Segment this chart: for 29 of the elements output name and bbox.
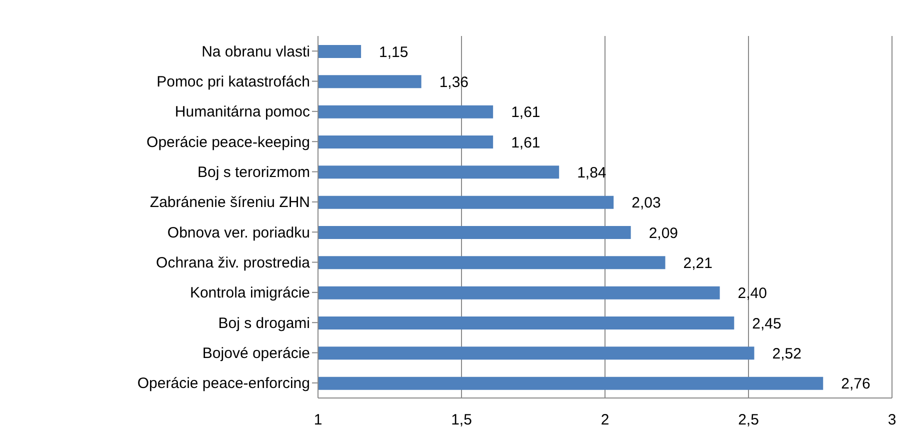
x-tick-label: 1,5 [451, 412, 472, 429]
x-tick-label: 2 [600, 412, 610, 429]
data-label: 2,45 [752, 315, 782, 332]
y-tick-label: Humanitárna pomoc [174, 104, 310, 121]
y-tick-label: Ochrana živ. prostredia [156, 254, 311, 272]
data-label: 2,03 [632, 194, 661, 212]
data-label: 2,40 [738, 285, 768, 302]
x-tick-label: 2,5 [738, 412, 759, 429]
y-tick-label: Obnova ver. poriadku [167, 224, 310, 242]
y-tick-label: Bojové operácie [202, 345, 310, 362]
y-tick-label: Operácie peace-enforcing [137, 375, 310, 392]
data-label: 1,61 [511, 104, 540, 122]
data-label: 1,36 [439, 74, 469, 91]
y-tick-label: Zabránenie šíreniu ZHN [150, 194, 310, 212]
data-label: 2,21 [683, 254, 712, 272]
data-label: 2,52 [772, 345, 802, 362]
y-tick-label: Boj s drogami [218, 314, 310, 332]
data-label: 1,61 [511, 134, 540, 152]
x-tick-label: 3 [888, 412, 896, 429]
y-tick-label: Pomoc pri katastrofách [156, 74, 310, 91]
data-label: 2,76 [841, 376, 870, 393]
y-tick-label: Boj s terorizmom [197, 164, 310, 182]
data-label: 1,15 [379, 44, 408, 61]
y-tick-label: Operácie peace-keeping [146, 134, 310, 151]
y-tick-label: Kontrola imigrácie [190, 284, 310, 302]
data-label: 2,09 [648, 224, 678, 242]
data-label: 1,84 [577, 164, 606, 182]
y-tick-label: Na obranu vlasti [202, 43, 310, 60]
x-tick-label: 1 [314, 412, 322, 429]
